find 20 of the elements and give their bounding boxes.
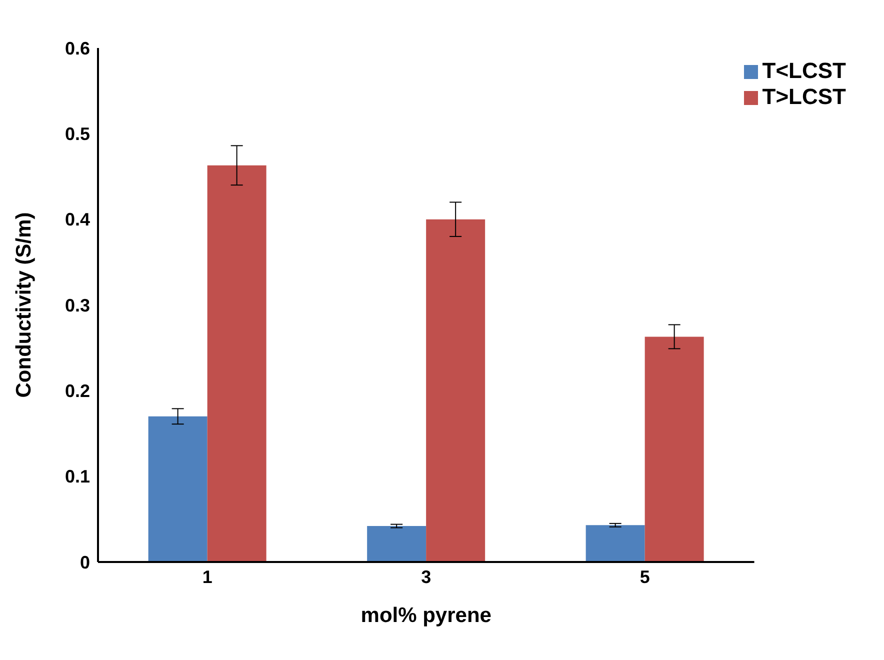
x-tick-label: 5: [640, 566, 650, 587]
bar: [148, 416, 208, 562]
y-axis-title: Conductivity (S/m): [12, 212, 36, 398]
y-tick-label: 0.4: [64, 210, 90, 230]
legend-label: T<LCST: [762, 58, 846, 83]
y-tick-label: 0: [80, 552, 90, 572]
bar: [207, 165, 266, 562]
y-tick-label: 0.2: [64, 381, 90, 402]
bar: [426, 219, 486, 562]
y-tick-label: 0.6: [64, 38, 90, 58]
bar: [586, 525, 645, 562]
bar: [367, 526, 426, 562]
y-tick-label: 0.1: [64, 466, 90, 487]
x-axis-title: mol% pyrene: [360, 604, 492, 627]
legend-label: T>LCST: [762, 84, 846, 109]
x-tick-label: 1: [202, 566, 212, 587]
x-tick-label: 3: [421, 566, 432, 587]
bar: [644, 336, 704, 562]
y-tick-label: 0.5: [64, 124, 90, 144]
y-tick-label: 0.3: [64, 295, 90, 316]
